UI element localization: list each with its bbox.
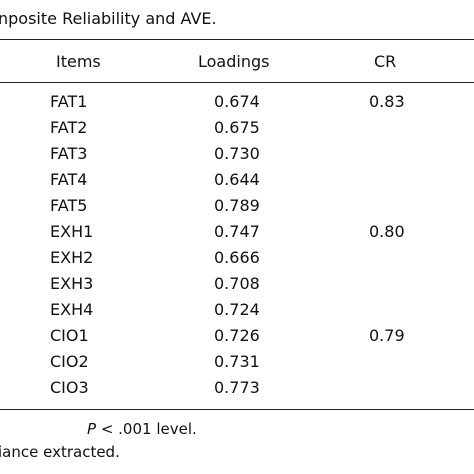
cr-cell: 0.79 bbox=[369, 326, 405, 345]
loading-cell: 0.674 bbox=[214, 92, 260, 111]
loading-cell: 0.724 bbox=[214, 300, 260, 319]
table-note-significance: P < .001 level. bbox=[87, 420, 197, 438]
item-cell: CIO1 bbox=[50, 326, 89, 345]
loading-cell: 0.789 bbox=[214, 196, 260, 215]
top-rule bbox=[0, 39, 474, 40]
item-cell: EXH3 bbox=[50, 274, 94, 293]
loading-cell: 0.730 bbox=[214, 144, 260, 163]
item-cell: CIO3 bbox=[50, 378, 89, 397]
loading-cell: 0.726 bbox=[214, 326, 260, 345]
header-rule bbox=[0, 82, 474, 83]
header-loadings: Loadings bbox=[198, 52, 270, 71]
item-cell: CIO2 bbox=[50, 352, 89, 371]
item-cell: FAT5 bbox=[50, 196, 88, 215]
loading-cell: 0.747 bbox=[214, 222, 260, 241]
header-cr: CR bbox=[374, 52, 397, 71]
item-cell: FAT4 bbox=[50, 170, 88, 189]
cr-cell: 0.83 bbox=[369, 92, 405, 111]
table-caption: nposite Reliability and AVE. bbox=[0, 9, 217, 28]
item-cell: EXH4 bbox=[50, 300, 94, 319]
loading-cell: 0.708 bbox=[214, 274, 260, 293]
significance-text: < .001 level. bbox=[96, 420, 197, 438]
item-cell: FAT3 bbox=[50, 144, 88, 163]
loading-cell: 0.731 bbox=[214, 352, 260, 371]
cr-cell: 0.80 bbox=[369, 222, 405, 241]
loading-cell: 0.773 bbox=[214, 378, 260, 397]
table-note-ave: iance extracted. bbox=[0, 443, 120, 461]
header-items: Items bbox=[56, 52, 101, 71]
loading-cell: 0.644 bbox=[214, 170, 260, 189]
item-cell: FAT2 bbox=[50, 118, 88, 137]
bottom-rule bbox=[0, 409, 474, 410]
item-cell: EXH2 bbox=[50, 248, 94, 267]
loading-cell: 0.675 bbox=[214, 118, 260, 137]
item-cell: EXH1 bbox=[50, 222, 94, 241]
item-cell: FAT1 bbox=[50, 92, 88, 111]
p-symbol: P bbox=[87, 420, 97, 438]
loading-cell: 0.666 bbox=[214, 248, 260, 267]
